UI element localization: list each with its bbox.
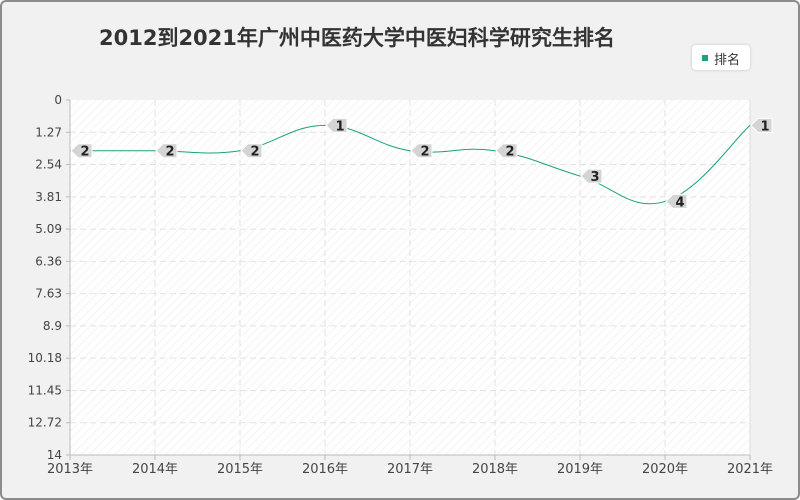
data-label-text: 3 [590, 170, 599, 185]
y-tick-label: 3.81 [35, 190, 62, 204]
axes [66, 99, 751, 460]
legend[interactable]: 排名 [692, 45, 750, 70]
y-tick-label: 8.9 [43, 319, 62, 333]
data-label-text: 2 [420, 145, 429, 160]
y-tick-label: 12.72 [28, 416, 62, 430]
data-label: 3 [580, 168, 603, 185]
series-line [70, 124, 751, 205]
y-tick-label: 2.54 [35, 158, 62, 172]
data-label-tag [665, 193, 688, 209]
data-label-text: 2 [250, 145, 259, 160]
data-label-tag [325, 117, 348, 133]
data-label-tag [495, 143, 518, 159]
x-tick-label: 2017年 [387, 462, 433, 477]
y-tick-label: 14 [47, 448, 62, 462]
data-label: 1 [325, 117, 348, 134]
data-label: 2 [70, 143, 93, 160]
data-label-text: 2 [165, 145, 174, 160]
data-label-tag [580, 168, 603, 184]
chart-title: 2012到2021年广州中医药大学中医妇科学研究生排名 [99, 26, 615, 50]
data-label: 2 [155, 143, 178, 160]
series-lines [70, 124, 751, 205]
data-label: 2 [495, 143, 518, 160]
grid-lines [70, 100, 750, 455]
tick-labels: 01.272.543.815.096.367.638.910.1811.4512… [28, 93, 773, 477]
y-tick-label: 7.63 [35, 287, 62, 301]
x-tick-label: 2021年 [727, 462, 773, 477]
y-tick-label: 5.09 [35, 222, 62, 236]
x-tick-label: 2016年 [302, 462, 348, 477]
data-label-tag [155, 143, 178, 159]
y-tick-label: 10.18 [28, 351, 62, 365]
data-label-tag [240, 143, 263, 159]
x-tick-label: 2019年 [557, 462, 603, 477]
data-label-text: 2 [505, 145, 514, 160]
data-label-text: 1 [760, 119, 769, 134]
data-label: 1 [750, 117, 773, 134]
legend-label: 排名 [714, 53, 741, 68]
data-label: 2 [410, 143, 433, 160]
y-tick-label: 6.36 [35, 254, 62, 268]
data-label-tag [750, 117, 773, 133]
data-label: 4 [665, 193, 688, 210]
data-labels: 2 2 2 1 2 2 3 4 1 [70, 117, 773, 210]
data-label: 2 [240, 143, 263, 160]
legend-swatch [702, 55, 708, 61]
x-tick-label: 2013年 [47, 462, 93, 477]
x-tick-label: 2015年 [217, 462, 263, 477]
data-label-tag [410, 143, 433, 159]
x-tick-label: 2018年 [472, 462, 518, 477]
data-label-tag [70, 143, 93, 159]
y-tick-label: 11.45 [28, 383, 62, 397]
y-tick-label: 1.27 [35, 125, 62, 139]
data-label-text: 2 [80, 145, 89, 160]
x-tick-label: 2014年 [132, 462, 178, 477]
x-tick-label: 2020年 [642, 462, 688, 477]
y-tick-label: 0 [54, 93, 62, 107]
data-label-text: 1 [335, 119, 344, 134]
data-label-text: 4 [675, 195, 684, 210]
